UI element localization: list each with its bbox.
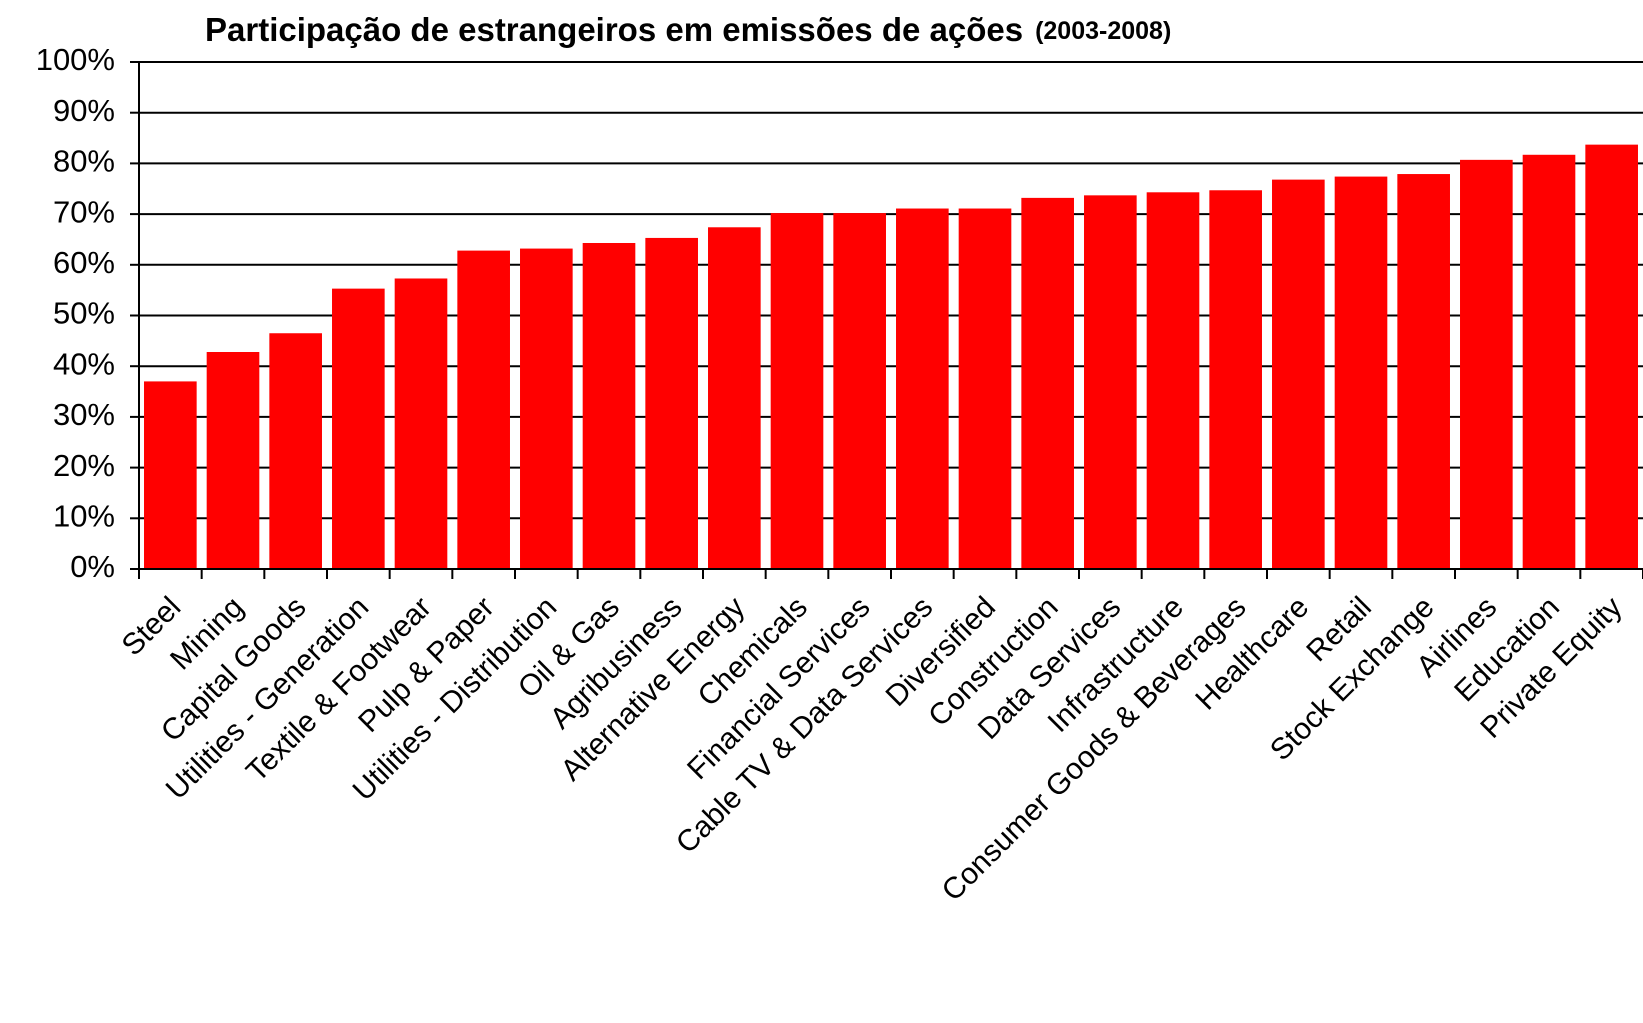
bar — [332, 288, 385, 569]
bar — [1146, 192, 1200, 569]
bar — [1585, 144, 1638, 570]
bar — [1209, 190, 1262, 569]
bar — [645, 237, 698, 569]
y-tick-label: 20% — [53, 448, 115, 483]
bar — [1021, 197, 1074, 569]
bar — [896, 208, 949, 569]
chart-title-group: Participação de estrangeiros em emissões… — [205, 11, 1171, 48]
y-tick-label: 60% — [53, 245, 115, 280]
bar — [770, 213, 824, 569]
y-tick-label: 0% — [70, 549, 115, 584]
y-tick-label: 10% — [53, 498, 115, 533]
y-tick-label: 90% — [53, 93, 115, 128]
bar — [582, 242, 636, 569]
bar — [269, 333, 322, 569]
bar — [1522, 154, 1576, 569]
bar — [394, 278, 448, 569]
y-tick-label: 40% — [53, 346, 115, 381]
bar — [958, 208, 1012, 569]
y-tick-label: 50% — [53, 296, 115, 331]
y-tick-label: 30% — [53, 397, 115, 432]
bar — [833, 213, 886, 569]
bar — [144, 381, 197, 569]
bar — [1397, 174, 1450, 569]
bar — [520, 248, 573, 570]
chart-subtitle: (2003-2008) — [1035, 17, 1171, 45]
y-tick-label: 80% — [53, 144, 115, 179]
chart-title: Participação de estrangeiros em emissões… — [205, 11, 1023, 48]
y-tick-label: 70% — [53, 194, 115, 229]
bar — [1460, 159, 1513, 569]
bar — [457, 250, 510, 569]
bar — [1084, 195, 1137, 569]
bar — [1272, 179, 1325, 569]
bar — [708, 227, 761, 570]
y-tick-label: 100% — [36, 42, 115, 77]
bar — [1334, 176, 1388, 569]
bar — [206, 352, 260, 569]
